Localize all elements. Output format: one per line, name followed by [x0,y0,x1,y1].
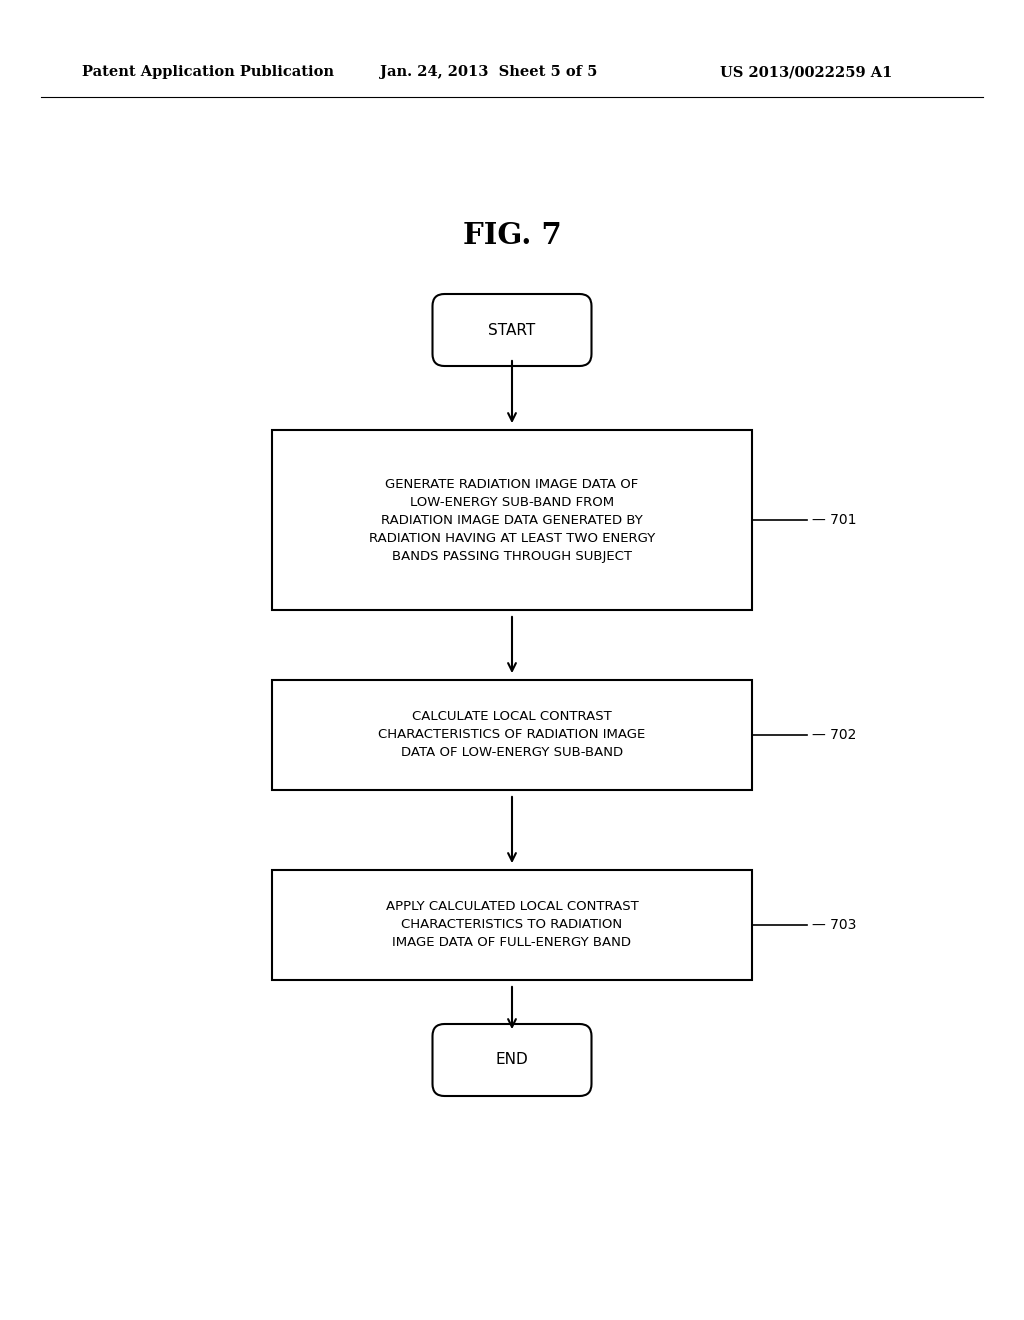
Text: FIG. 7: FIG. 7 [463,220,561,249]
Text: — 702: — 702 [812,729,856,742]
Text: APPLY CALCULATED LOCAL CONTRAST
CHARACTERISTICS TO RADIATION
IMAGE DATA OF FULL-: APPLY CALCULATED LOCAL CONTRAST CHARACTE… [386,900,638,949]
Bar [272,870,752,979]
Text: — 701: — 701 [812,513,856,527]
Text: CALCULATE LOCAL CONTRAST
CHARACTERISTICS OF RADIATION IMAGE
DATA OF LOW-ENERGY S: CALCULATE LOCAL CONTRAST CHARACTERISTICS… [379,710,645,759]
Text: Patent Application Publication: Patent Application Publication [82,65,334,79]
Text: — 703: — 703 [812,917,856,932]
Text: GENERATE RADIATION IMAGE DATA OF
LOW-ENERGY SUB-BAND FROM
RADIATION IMAGE DATA G: GENERATE RADIATION IMAGE DATA OF LOW-ENE… [369,478,655,562]
Bar [272,680,752,789]
FancyBboxPatch shape [432,294,592,366]
FancyBboxPatch shape [432,1024,592,1096]
Text: START: START [488,322,536,338]
Text: END: END [496,1052,528,1068]
Text: US 2013/0022259 A1: US 2013/0022259 A1 [720,65,892,79]
Text: Jan. 24, 2013  Sheet 5 of 5: Jan. 24, 2013 Sheet 5 of 5 [380,65,597,79]
Bar [272,430,752,610]
